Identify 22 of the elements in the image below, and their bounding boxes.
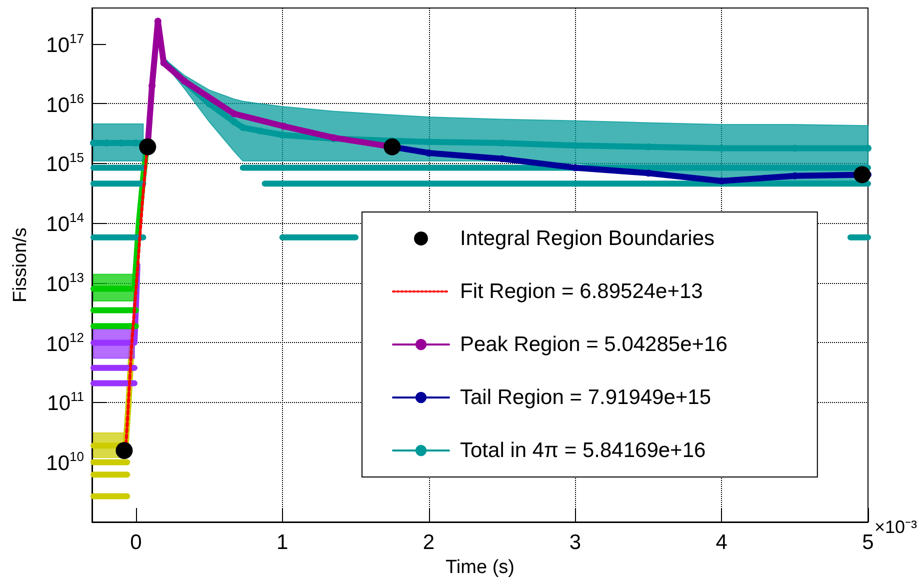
x-tick-label: 4	[716, 531, 728, 554]
legend-label: Tail Region = 7.91949e+15	[460, 386, 712, 409]
y-tick-label: 10$^{12}$	[46, 330, 84, 356]
x-tick-label: 0	[130, 531, 142, 554]
x-tick-label: 5	[862, 531, 874, 554]
y-tick-label: 10$^{13}$	[46, 270, 84, 296]
y-tick-label: 10$^{11}$	[47, 389, 84, 416]
legend-label: Integral Region Boundaries	[460, 227, 715, 250]
y-tick-label: 10$^{17}$	[46, 30, 84, 57]
text: ×10⁻³	[874, 517, 918, 537]
y-axis-title: Fission/s	[10, 228, 31, 302]
y-tick-label: 10$^{15}$	[46, 150, 84, 176]
y-tick-label: 10$^{14}$	[46, 210, 84, 236]
x-tick-label: 2	[422, 531, 435, 554]
x-axis-title: Time (s)	[446, 557, 514, 578]
x-tick-label: 1	[276, 531, 288, 554]
legend-label: Peak Region = 5.04285e+16	[460, 333, 728, 356]
y-tick-label: 10$^{16}$	[46, 90, 84, 117]
x-tick-label: 3	[569, 531, 582, 554]
legend-label: Total in 4π = 5.84169e+16	[460, 439, 706, 462]
legend-label: Fit Region = 6.89524e+13	[460, 280, 703, 303]
y-tick-label: 10$^{10}$	[46, 449, 84, 476]
